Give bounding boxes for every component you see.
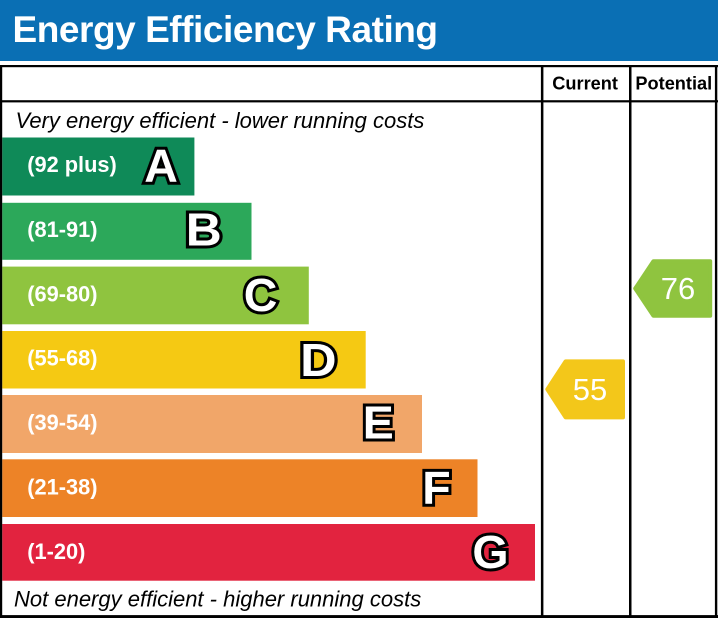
- svg-text:(81-91): (81-91): [27, 217, 97, 242]
- svg-text:55: 55: [573, 372, 607, 407]
- svg-text:(92 plus): (92 plus): [27, 152, 117, 177]
- svg-text:(39-54): (39-54): [27, 410, 97, 435]
- svg-text:76: 76: [661, 271, 695, 306]
- svg-text:B: B: [186, 204, 222, 256]
- svg-text:C: C: [244, 269, 278, 321]
- svg-text:D: D: [300, 334, 337, 386]
- svg-text:Current: Current: [552, 74, 618, 94]
- svg-text:(21-38): (21-38): [27, 475, 97, 500]
- svg-text:(55-68): (55-68): [27, 346, 97, 371]
- svg-text:F: F: [422, 461, 450, 513]
- svg-text:(69-80): (69-80): [27, 281, 97, 306]
- svg-text:G: G: [472, 526, 508, 578]
- svg-text:Not energy efficient - higher: Not energy efficient - higher running co…: [14, 586, 421, 611]
- svg-text:(1-20): (1-20): [27, 539, 85, 564]
- svg-text:Very energy efficient - lower: Very energy efficient - lower running co…: [16, 108, 425, 133]
- svg-text:Energy Efficiency Rating: Energy Efficiency Rating: [13, 9, 438, 50]
- svg-text:E: E: [363, 396, 394, 448]
- svg-text:Potential: Potential: [635, 74, 712, 94]
- svg-text:A: A: [144, 140, 178, 192]
